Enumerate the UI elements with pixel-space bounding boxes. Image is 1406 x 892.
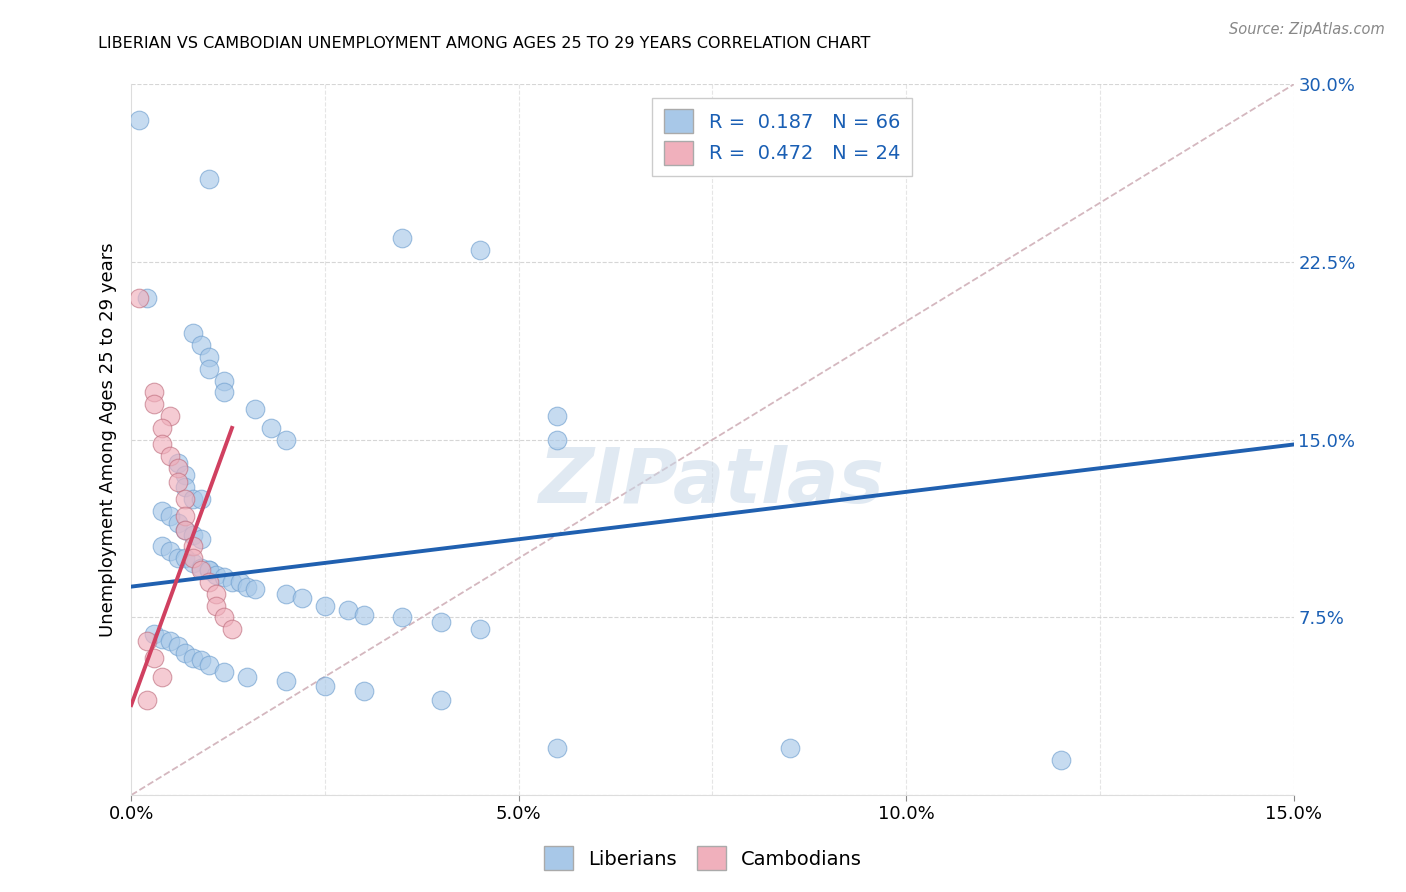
- Point: [197, 563, 219, 577]
- Point: [143, 650, 166, 665]
- Point: [159, 544, 181, 558]
- Point: [314, 599, 336, 613]
- Point: [166, 475, 188, 490]
- Point: [276, 674, 298, 689]
- Point: [181, 556, 204, 570]
- Point: [190, 653, 212, 667]
- Point: [128, 112, 150, 127]
- Point: [150, 421, 173, 435]
- Point: [190, 533, 212, 547]
- Point: [159, 508, 181, 523]
- Point: [135, 291, 157, 305]
- Text: ZIPatlas: ZIPatlas: [540, 445, 886, 519]
- Point: [197, 361, 219, 376]
- Point: [166, 457, 188, 471]
- Point: [166, 551, 188, 566]
- Point: [150, 539, 173, 553]
- Point: [337, 603, 360, 617]
- Point: [150, 670, 173, 684]
- Text: Source: ZipAtlas.com: Source: ZipAtlas.com: [1229, 22, 1385, 37]
- Point: [174, 646, 197, 660]
- Y-axis label: Unemployment Among Ages 25 to 29 years: Unemployment Among Ages 25 to 29 years: [100, 243, 117, 637]
- Point: [291, 591, 314, 606]
- Point: [221, 622, 243, 636]
- Point: [174, 480, 197, 494]
- Point: [174, 551, 197, 566]
- Text: LIBERIAN VS CAMBODIAN UNEMPLOYMENT AMONG AGES 25 TO 29 YEARS CORRELATION CHART: LIBERIAN VS CAMBODIAN UNEMPLOYMENT AMONG…: [98, 36, 870, 51]
- Legend: R =  0.187   N = 66, R =  0.472   N = 24: R = 0.187 N = 66, R = 0.472 N = 24: [652, 98, 912, 177]
- Point: [181, 650, 204, 665]
- Point: [150, 504, 173, 518]
- Point: [190, 563, 212, 577]
- Point: [314, 679, 336, 693]
- Point: [260, 421, 283, 435]
- Point: [212, 385, 235, 400]
- Point: [391, 231, 413, 245]
- Point: [205, 599, 228, 613]
- Point: [353, 683, 375, 698]
- Point: [190, 491, 212, 506]
- Point: [197, 574, 219, 589]
- Point: [174, 468, 197, 483]
- Point: [181, 539, 204, 553]
- Point: [143, 385, 166, 400]
- Point: [181, 491, 204, 506]
- Point: [159, 634, 181, 648]
- Point: [159, 450, 181, 464]
- Point: [159, 409, 181, 423]
- Point: [468, 622, 491, 636]
- Point: [150, 437, 173, 451]
- Point: [546, 740, 568, 755]
- Point: [430, 693, 453, 707]
- Point: [236, 580, 259, 594]
- Point: [166, 639, 188, 653]
- Point: [166, 516, 188, 530]
- Point: [212, 610, 235, 624]
- Point: [143, 627, 166, 641]
- Point: [245, 582, 267, 596]
- Point: [190, 560, 212, 574]
- Point: [546, 409, 568, 423]
- Point: [353, 608, 375, 623]
- Point: [166, 461, 188, 475]
- Legend: Liberians, Cambodians: Liberians, Cambodians: [536, 838, 870, 878]
- Point: [197, 350, 219, 364]
- Point: [174, 523, 197, 537]
- Point: [197, 657, 219, 672]
- Point: [150, 632, 173, 646]
- Point: [197, 172, 219, 186]
- Point: [143, 397, 166, 411]
- Point: [212, 665, 235, 679]
- Point: [236, 670, 259, 684]
- Point: [181, 551, 204, 566]
- Point: [221, 574, 243, 589]
- Point: [190, 338, 212, 352]
- Point: [212, 570, 235, 584]
- Point: [174, 523, 197, 537]
- Point: [391, 610, 413, 624]
- Point: [229, 574, 252, 589]
- Point: [276, 587, 298, 601]
- Point: [276, 433, 298, 447]
- Point: [1050, 752, 1073, 766]
- Point: [128, 291, 150, 305]
- Point: [197, 563, 219, 577]
- Point: [174, 491, 197, 506]
- Point: [546, 433, 568, 447]
- Point: [135, 634, 157, 648]
- Point: [245, 401, 267, 416]
- Point: [181, 326, 204, 340]
- Point: [181, 527, 204, 541]
- Point: [135, 693, 157, 707]
- Point: [205, 567, 228, 582]
- Point: [174, 508, 197, 523]
- Point: [212, 374, 235, 388]
- Point: [430, 615, 453, 629]
- Point: [779, 740, 801, 755]
- Point: [468, 244, 491, 258]
- Point: [205, 587, 228, 601]
